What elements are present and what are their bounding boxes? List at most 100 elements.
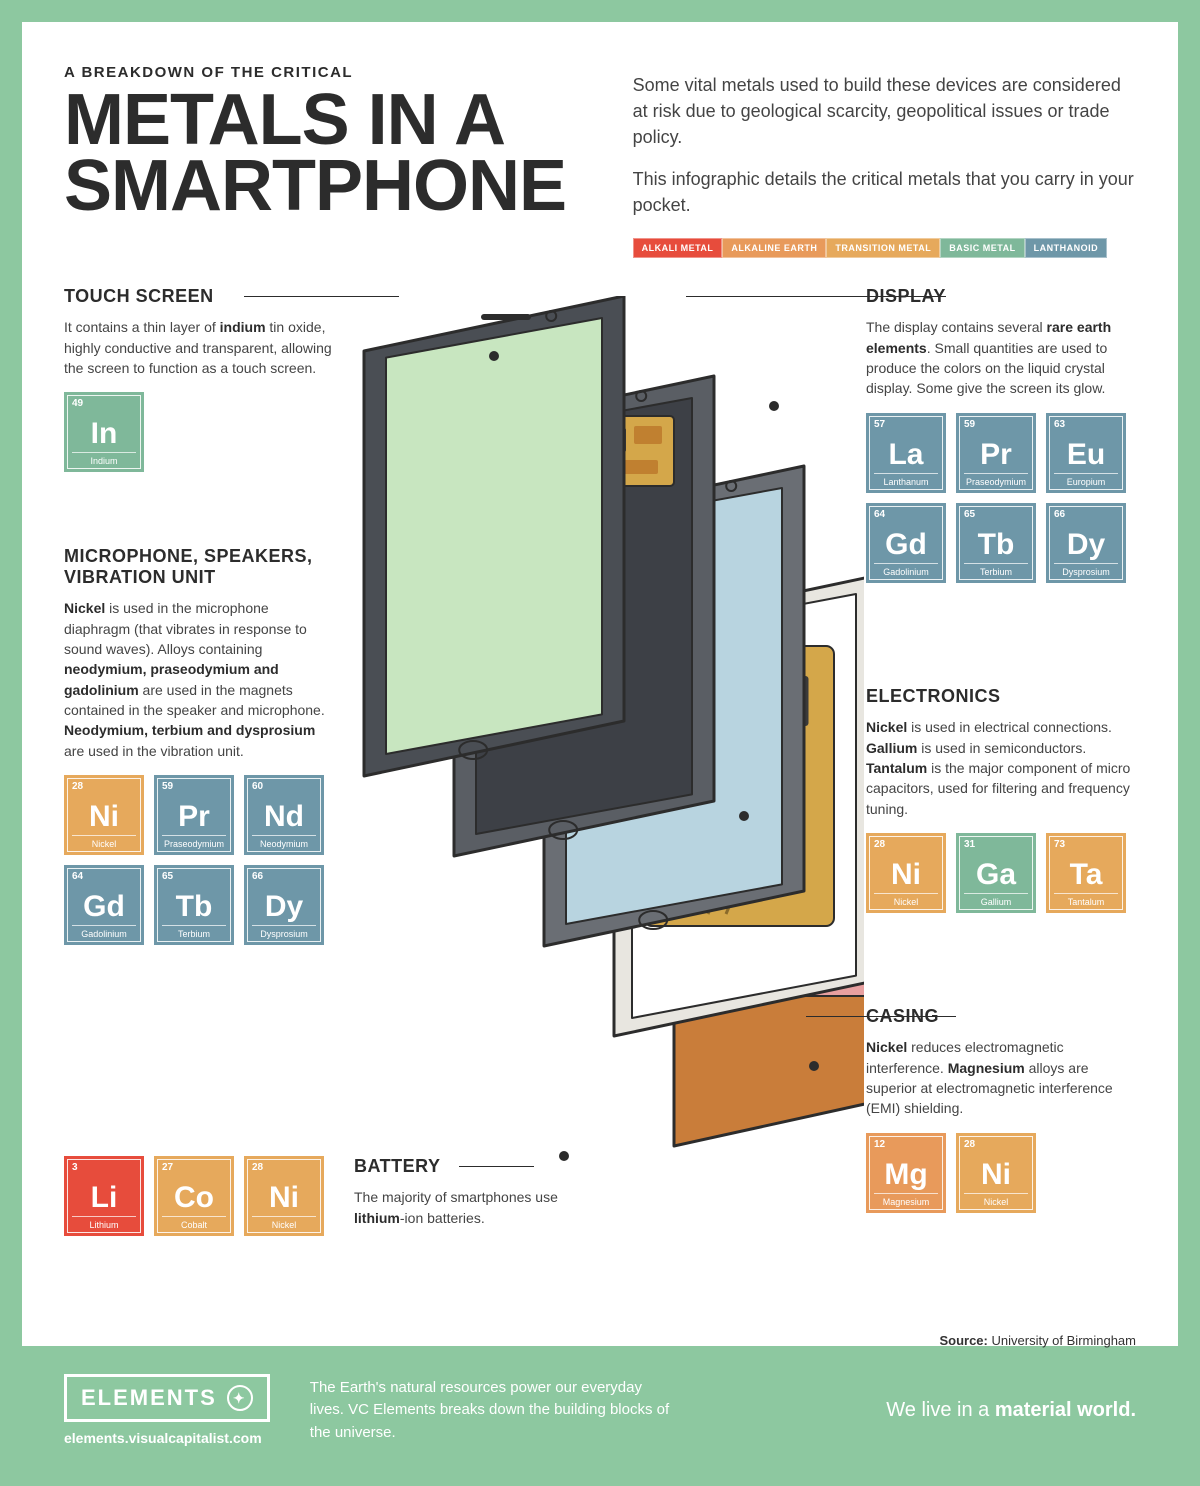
element-number: 65 [964, 509, 975, 520]
element-number: 12 [874, 1139, 885, 1150]
element-name: Gadolinium [72, 925, 136, 939]
legend-item: LANTHANOID [1025, 238, 1108, 258]
intro-paragraph-1: Some vital metals used to build these de… [633, 72, 1136, 150]
element-tile-eu: 63EuEuropium [1046, 413, 1126, 493]
element-number: 28 [964, 1139, 975, 1150]
element-number: 59 [162, 781, 173, 792]
element-symbol: Gd [885, 530, 927, 560]
element-symbol: Ni [89, 802, 119, 832]
element-number: 28 [874, 839, 885, 850]
element-symbol: Dy [265, 892, 303, 922]
element-symbol: Co [174, 1183, 214, 1213]
element-tile-li: 3LiLithium [64, 1156, 144, 1236]
lead-line [459, 1166, 534, 1167]
element-name: Terbium [162, 925, 226, 939]
legend-item: ALKALI METAL [633, 238, 723, 258]
element-symbol: Dy [1067, 530, 1105, 560]
lead-line [686, 296, 946, 297]
element-symbol: Mg [884, 1160, 927, 1190]
element-number: 28 [72, 781, 83, 792]
element-name: Indium [72, 452, 136, 466]
section-touch-screen: TOUCH SCREENIt contains a thin layer of … [64, 286, 334, 472]
element-name: Lithium [72, 1216, 136, 1230]
element-tile-ni: 28NiNickel [866, 833, 946, 913]
section-body: Nickel is used in the microphone diaphra… [64, 598, 334, 760]
element-name: Gadolinium [874, 563, 938, 577]
element-tile-ga: 31GaGallium [956, 833, 1036, 913]
element-tile-tb: 65TbTerbium [956, 503, 1036, 583]
element-name: Cobalt [162, 1216, 226, 1230]
element-name: Terbium [964, 563, 1028, 577]
element-number: 73 [1054, 839, 1065, 850]
element-tile-ni: 28 Ni Nickel [956, 1133, 1036, 1213]
main-diagram: TOUCH SCREENIt contains a thin layer of … [64, 286, 1136, 1346]
element-symbol: Nd [264, 802, 304, 832]
element-tile-dy: 66Dy Dysprosium [1046, 503, 1126, 583]
section-title: MICROPHONE, SPEAKERS, VIBRATION UNIT [64, 546, 334, 588]
legend: ALKALI METALALKALINE EARTHTRANSITION MET… [633, 238, 1136, 258]
element-tile-pr: 59 Pr Praseodymium [956, 413, 1036, 493]
element-symbol: Eu [1067, 440, 1105, 470]
footer: ELEMENTS ✦ elements.visualcapitalist.com… [22, 1346, 1178, 1464]
section-body: Nickel reduces electromagnetic interfere… [866, 1037, 1136, 1118]
element-name: Dysprosium [1054, 563, 1118, 577]
element-symbol: In [91, 419, 118, 449]
section-body: It contains a thin layer of indium tin o… [64, 317, 334, 378]
globe-icon: ✦ [227, 1385, 253, 1411]
element-grid: 57LaLanthanum59PrPraseodymium63EuEuropiu… [866, 413, 1136, 583]
legend-item: ALKALINE EARTH [722, 238, 826, 258]
footer-tagline: We live in a material world. [886, 1399, 1136, 1422]
section-display: DISPLAYThe display contains several rare… [866, 286, 1136, 582]
element-name: Magnesium [874, 1193, 938, 1207]
element-tile-gd: 64Gd Gadolinium [866, 503, 946, 583]
brand-url: elements.visualcapitalist.com [64, 1430, 270, 1446]
lead-line [244, 296, 399, 297]
section-microphone: MICROPHONE, SPEAKERS, VIBRATION UNIT Nick… [64, 546, 334, 944]
footer-description: The Earth's natural resources power our … [310, 1377, 670, 1445]
element-symbol: Ta [1070, 860, 1103, 890]
element-grid: 12 Mg Magnesium 28 Ni Nickel [866, 1133, 1136, 1213]
section-battery-elements: 3LiLithium27CoCobalt28NiNickel [64, 1156, 334, 1236]
element-number: 3 [72, 1162, 78, 1173]
element-name: Dysprosium [252, 925, 316, 939]
element-number: 59 [964, 419, 975, 430]
section-title: ELECTRONICS [866, 686, 1136, 707]
element-symbol: Tb [176, 892, 213, 922]
element-number: 64 [874, 509, 885, 520]
element-symbol: Ni [269, 1183, 299, 1213]
element-symbol: Pr [178, 802, 210, 832]
element-name: Europium [1054, 473, 1118, 487]
section-body: Nickel is used in electrical connections… [866, 717, 1136, 818]
element-grid: 28NiNickel31GaGallium 73 Ta Tantalum [866, 833, 1136, 913]
element-tile-la: 57LaLanthanum [866, 413, 946, 493]
element-name: Lanthanum [874, 473, 938, 487]
section-body: The display contains several rare earth … [866, 317, 1136, 398]
element-number: 28 [252, 1162, 263, 1173]
kicker: A BREAKDOWN OF THE CRITICAL [64, 64, 593, 81]
element-number: 65 [162, 871, 173, 882]
element-tile-pr: 59PrPraseodymium [154, 775, 234, 855]
source-credit: Source: University of Birmingham [939, 1333, 1136, 1348]
element-name: Praseodymium [964, 473, 1028, 487]
section-electronics: ELECTRONICS Nickel is used in electrical … [866, 686, 1136, 912]
element-number: 64 [72, 871, 83, 882]
intro-paragraph-2: This infographic details the critical me… [633, 166, 1136, 218]
legend-item: TRANSITION METAL [826, 238, 940, 258]
element-tile-ta: 73 Ta Tantalum [1046, 833, 1126, 913]
header: A BREAKDOWN OF THE CRITICAL METALS IN A … [64, 64, 1136, 258]
element-tile-in: 49InIndium [64, 392, 144, 472]
element-name: Tantalum [1054, 893, 1118, 907]
element-tile-ni: 28NiNickel [244, 1156, 324, 1236]
element-name: Neodymium [252, 835, 316, 849]
element-name: Nickel [72, 835, 136, 849]
element-number: 27 [162, 1162, 173, 1173]
element-symbol: Gd [83, 892, 125, 922]
section-casing: CASINGNickel reduces electromagnetic int… [866, 1006, 1136, 1212]
element-number: 66 [1054, 509, 1065, 520]
element-symbol: Ni [981, 1160, 1011, 1190]
element-symbol: Pr [980, 440, 1012, 470]
element-name: Nickel [964, 1193, 1028, 1207]
element-tile-co: 27Co Cobalt [154, 1156, 234, 1236]
legend-item: BASIC METAL [940, 238, 1024, 258]
element-number: 31 [964, 839, 975, 850]
